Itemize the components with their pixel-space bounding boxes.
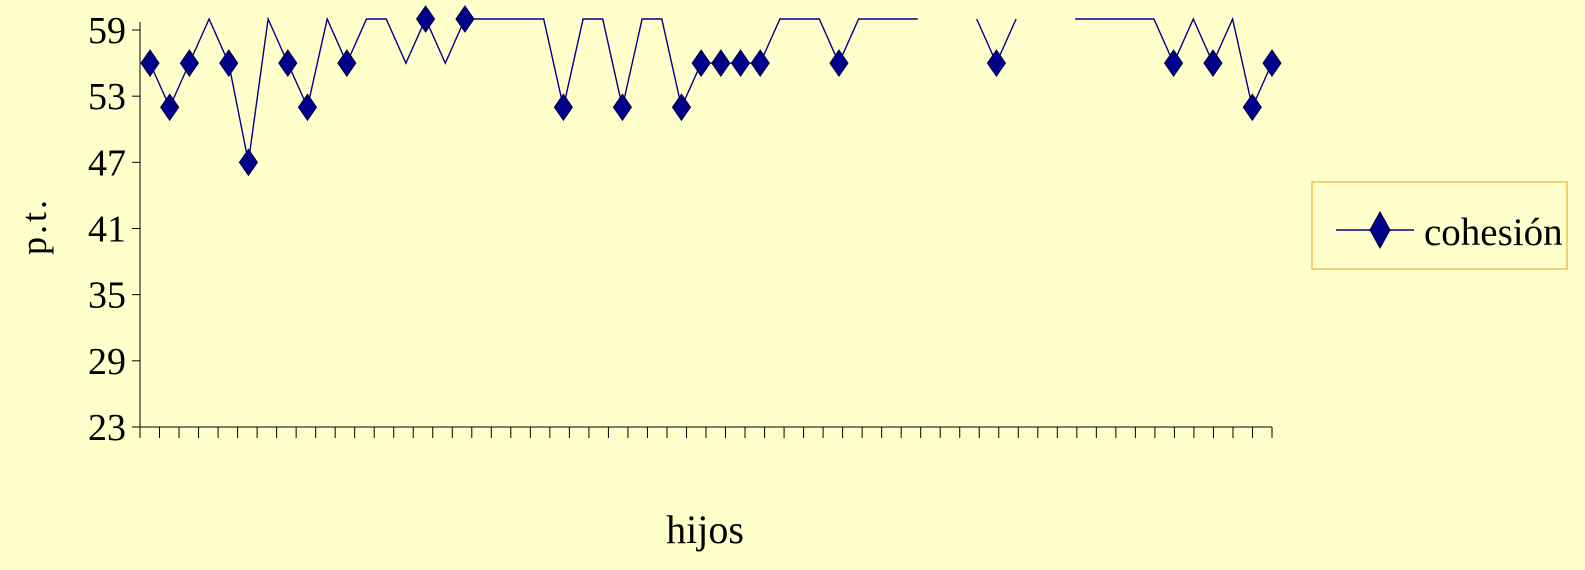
y-tick-label: 23 (88, 407, 126, 449)
data-point-marker (829, 49, 849, 77)
x-axis-label: hijos (666, 507, 744, 552)
data-point-marker (711, 49, 731, 77)
series-layer (149, 16, 1273, 163)
data-point-marker (455, 5, 475, 33)
data-point-marker (415, 5, 436, 33)
data-point-marker (1203, 49, 1223, 77)
data-point-marker (1262, 49, 1282, 77)
y-tick-label: 59 (88, 10, 126, 52)
data-point-marker (297, 93, 318, 122)
data-point-marker (1242, 93, 1262, 122)
markers-layer (140, 5, 1282, 177)
series-line-segment (149, 16, 918, 163)
data-point-marker (730, 49, 751, 77)
y-tick-label: 29 (88, 341, 126, 383)
legend: cohesión (1311, 181, 1568, 270)
data-point-marker (612, 93, 633, 122)
y-tick-label: 47 (88, 142, 126, 184)
legend-diamond-marker (1369, 210, 1391, 250)
data-point-marker (553, 93, 573, 122)
data-point-marker (671, 93, 692, 122)
x-axis (139, 426, 1273, 438)
data-point-marker (691, 49, 711, 77)
data-point-marker (140, 49, 160, 77)
legend-box (1311, 181, 1568, 270)
data-point-marker (750, 49, 770, 77)
data-point-marker (238, 148, 259, 177)
y-axis: 23 29 35 41 47 53 59 (88, 10, 141, 449)
data-point-marker (219, 49, 239, 77)
y-tick-label: 53 (88, 76, 126, 118)
data-point-marker (160, 93, 180, 122)
data-point-marker (278, 49, 298, 77)
y-tick-label: 41 (88, 209, 126, 251)
y-axis-label: p.t. (14, 197, 54, 255)
y-tick-label: 35 (88, 275, 126, 317)
legend-series-label: cohesión (1424, 211, 1563, 254)
data-point-marker (986, 49, 1007, 77)
data-point-marker (179, 49, 199, 77)
data-point-marker (337, 49, 357, 77)
data-point-marker (1163, 49, 1184, 77)
